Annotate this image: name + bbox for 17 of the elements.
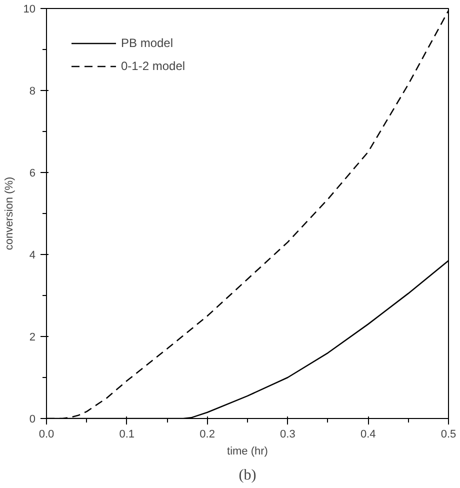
x-tick-label: 0.1 [119, 428, 135, 440]
y-tick-label: 6 [29, 168, 36, 180]
x-axis-title: time (hr) [227, 446, 268, 458]
y-axis-title: conversion (%) [3, 176, 16, 250]
y-tick-label: 8 [29, 86, 36, 98]
y-tick-label: 0 [29, 414, 36, 426]
text: (b) [238, 468, 256, 484]
y-tick-label: 2 [29, 332, 36, 344]
x-tick-label: 0.2 [200, 428, 215, 440]
y-tick-label: 4 [29, 250, 36, 262]
x-tick-label: 0.4 [360, 428, 376, 440]
x-tick-label: 0.3 [280, 428, 296, 440]
x-tick-label: 0.0 [38, 428, 54, 440]
legend-label: 0-1-2 model [121, 59, 186, 73]
legend-label: PB model [121, 36, 174, 50]
y-tick-label: 10 [23, 4, 36, 16]
x-tick-label: 0.5 [440, 428, 456, 440]
